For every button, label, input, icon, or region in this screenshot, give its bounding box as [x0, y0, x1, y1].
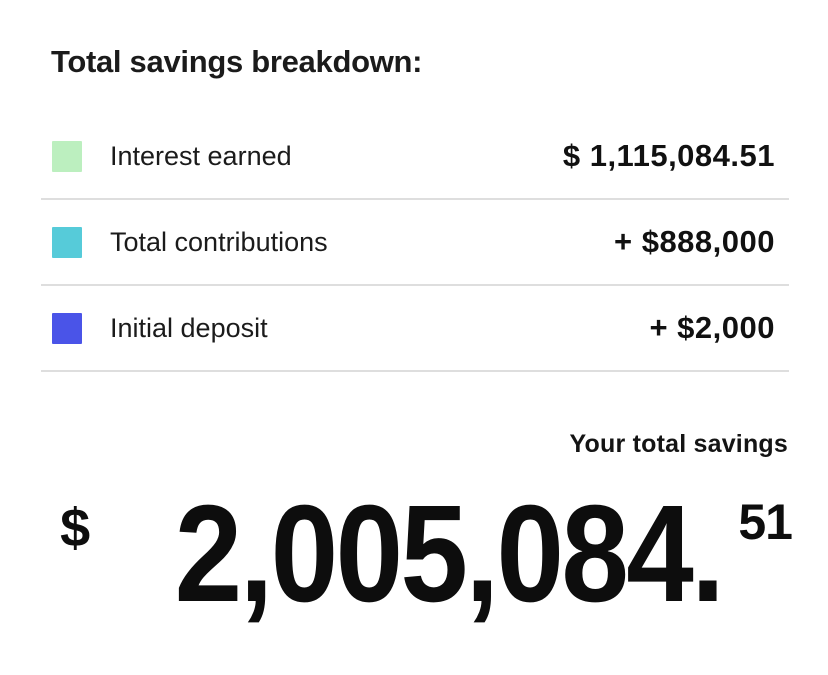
- total-cents-value: 51: [738, 494, 793, 550]
- breakdown-list: Interest earned $ 1,115,084.51 Total con…: [41, 114, 789, 372]
- list-item: Initial deposit + $2,000: [41, 286, 789, 372]
- total-savings-caption: Your total savings: [569, 430, 788, 458]
- interest-earned-swatch: [52, 140, 82, 172]
- list-item: Total contributions + $888,000: [41, 200, 789, 286]
- initial-deposit-swatch: [52, 312, 82, 344]
- page-title: Total savings breakdown:: [51, 44, 423, 79]
- total-whole-value: 2,005,084.: [174, 477, 725, 631]
- list-item-amount: + $2,000: [649, 310, 775, 345]
- total-contributions-swatch: [52, 226, 82, 258]
- list-item-label: Interest earned: [110, 140, 292, 171]
- list-item: Interest earned $ 1,115,084.51: [41, 114, 789, 200]
- list-item-amount: + $888,000: [613, 224, 775, 259]
- total-savings-amount: $ 2,005,084. 51: [60, 477, 793, 631]
- total-currency-symbol: $: [60, 498, 91, 558]
- list-item-amount: $ 1,115,084.51: [562, 138, 775, 173]
- list-item-label: Initial deposit: [110, 312, 268, 343]
- list-item-label: Total contributions: [110, 226, 328, 257]
